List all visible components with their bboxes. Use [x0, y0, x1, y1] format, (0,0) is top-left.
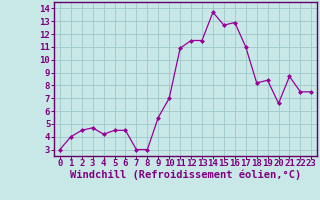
X-axis label: Windchill (Refroidissement éolien,°C): Windchill (Refroidissement éolien,°C)	[70, 169, 301, 180]
